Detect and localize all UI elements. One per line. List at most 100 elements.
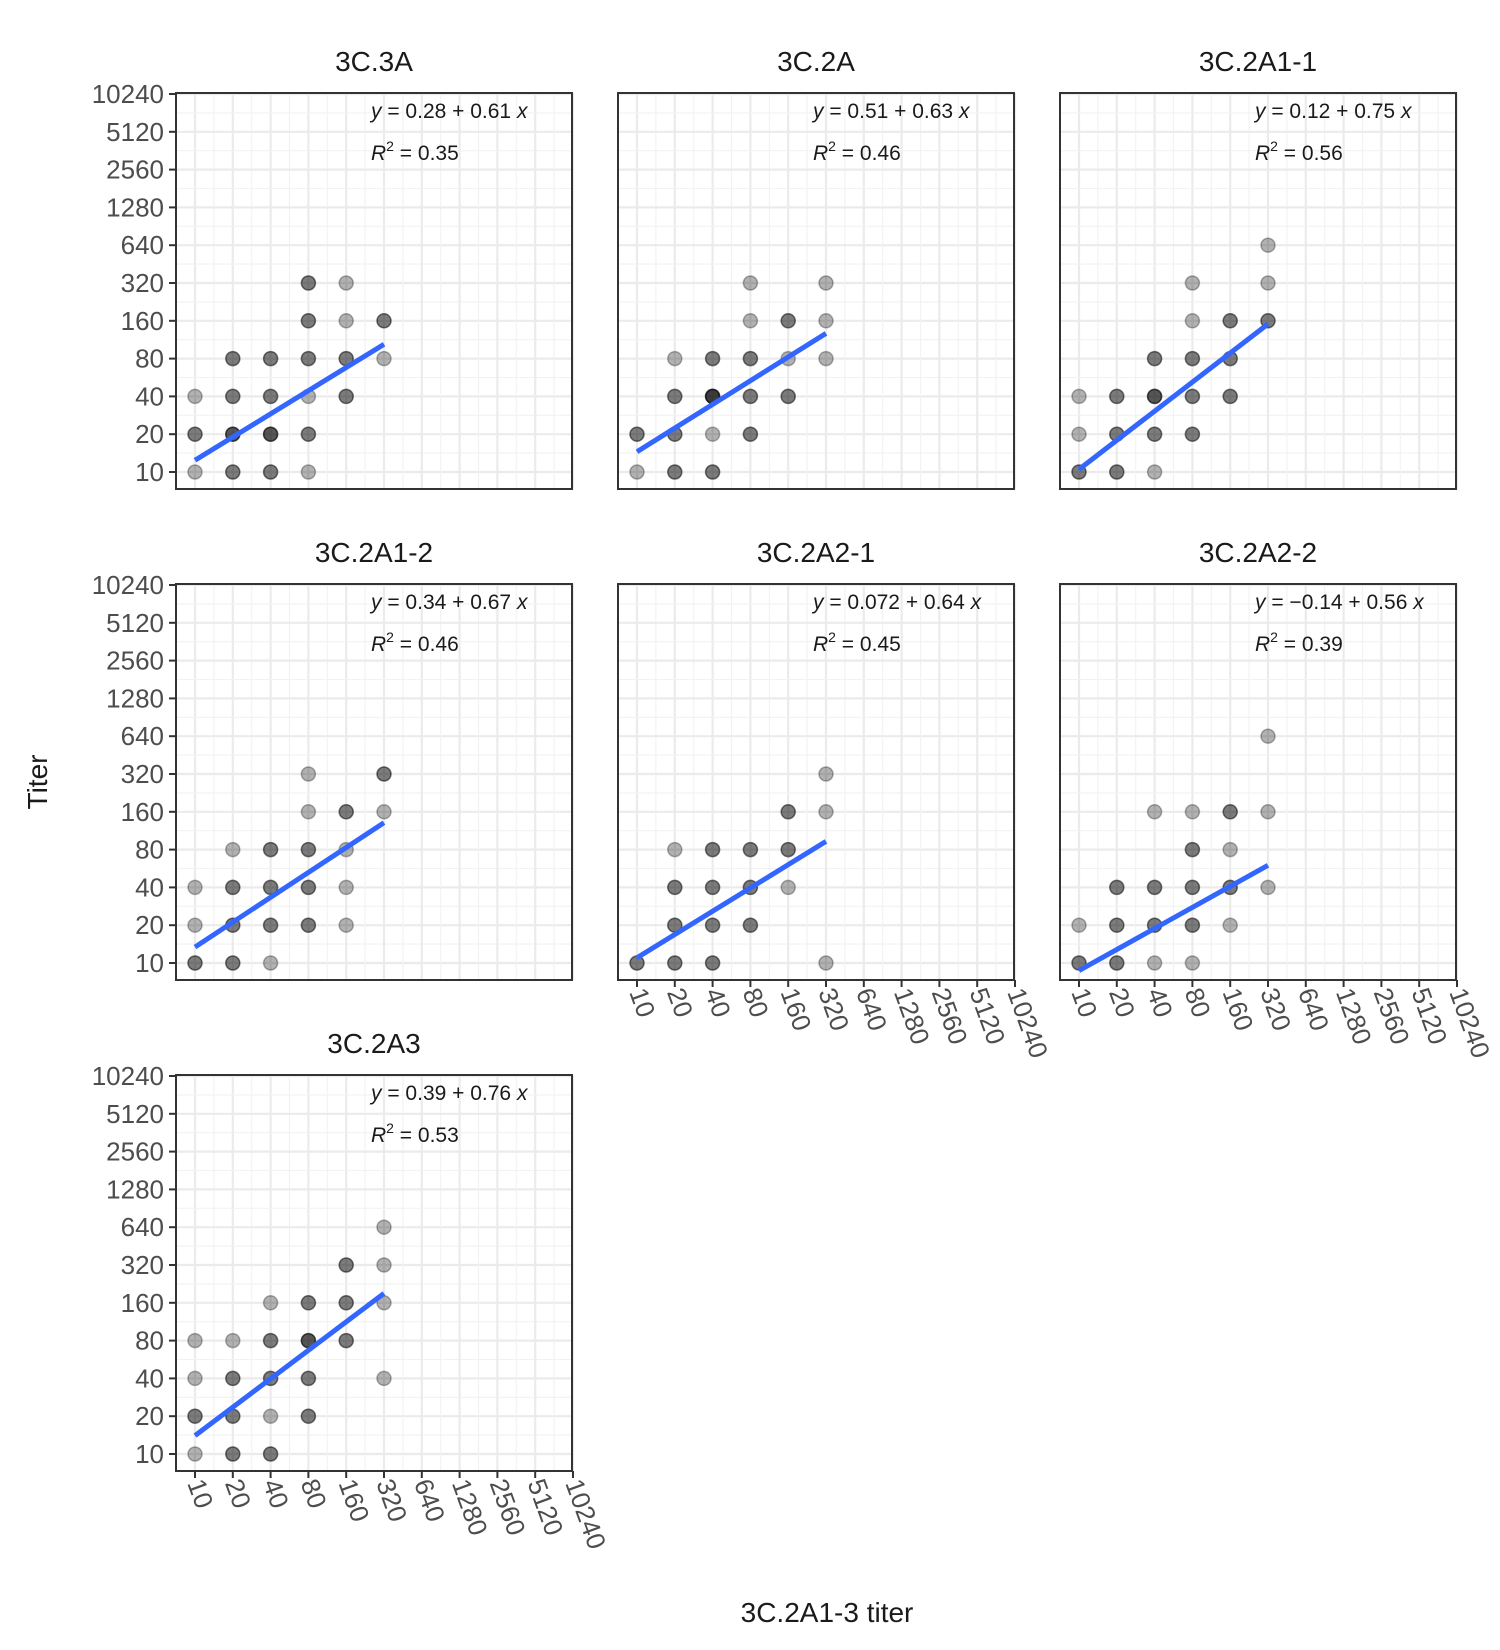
data-point [704,879,721,896]
data-point [780,388,796,405]
data-point [338,879,354,896]
data-point [300,426,317,442]
data-point [262,955,279,971]
fit-line [193,342,386,463]
y-tick-label: 320 [121,268,164,298]
data-point [1146,804,1163,820]
data-point [1260,728,1276,744]
data-point [225,350,241,367]
data-point [187,1408,203,1424]
y-tick-label: 80 [135,344,164,374]
data-point [262,426,279,442]
data-point [225,350,241,367]
y-tick-label: 2560 [106,1137,164,1167]
data-point [1222,804,1238,820]
y-tick-label: 40 [135,872,164,902]
panel-points [629,766,834,971]
data-point [667,955,683,971]
r-squared: R2 = 0.56 [1255,138,1343,165]
data-point [1184,388,1201,405]
fit-line [193,820,386,950]
data-point [1146,879,1163,896]
data-point [187,1446,203,1462]
data-point [1071,426,1087,442]
r-squared: R2 = 0.46 [813,138,901,165]
y-tick-label: 20 [135,1401,164,1431]
y-tick-label: 20 [135,419,164,449]
regression-equation: y = 0.28 + 0.61 x [369,100,529,123]
data-point [338,388,354,405]
panel-3c-2a3: 3C.2A3 y = 0.39 + 0.76 x R2 = 0.53 10 20 40 80… [92,1028,613,1553]
data-point [1109,879,1125,896]
panel-border [175,583,573,981]
y-axis: 10 20 40 80 160 320 640 1280 2560 5120 10240 [92,79,176,487]
y-tick-label: 160 [121,306,164,336]
fit-line [635,839,828,960]
data-point [1071,388,1087,405]
panel-border [1059,583,1457,981]
data-point [187,1332,203,1349]
y-tick-label: 10 [135,457,164,487]
data-point [667,879,683,896]
data-point [1071,917,1087,933]
data-point [262,1446,279,1462]
data-point [187,464,203,480]
data-point [1184,313,1201,329]
fit-line [1077,863,1270,973]
data-point [376,350,392,367]
data-point [742,388,759,405]
data-point [376,1370,392,1387]
data-point [742,275,759,291]
data-point [262,917,279,933]
panel-points [1071,237,1276,480]
y-tick-label: 5120 [106,608,164,638]
data-point [704,917,721,933]
y-tick-label: 320 [121,1250,164,1280]
r-squared: R2 = 0.45 [813,629,901,656]
y-tick-label: 10240 [92,570,164,600]
data-point [1222,388,1238,405]
panel-border [175,1074,573,1472]
panel-background [176,93,572,489]
data-point [667,464,683,480]
data-point [338,313,354,329]
data-point [300,275,317,291]
data-point [262,917,279,933]
data-point [338,1295,354,1311]
data-point [225,955,241,971]
data-point [300,841,317,858]
data-point [376,1219,392,1235]
panel-title: 3C.2A2-1 [757,537,875,568]
data-point [667,388,683,405]
data-point [187,388,203,405]
regression-equation: y = 0.12 + 0.75 x [1253,100,1413,123]
data-point [780,388,796,405]
data-point [300,275,317,291]
data-point [629,426,645,442]
data-point [780,804,796,820]
data-point [300,766,317,782]
data-point [187,917,203,933]
y-tick-label: 10240 [92,1061,164,1091]
data-point [376,313,392,329]
data-point [262,426,279,442]
data-point [300,350,317,367]
data-point [262,841,279,858]
y-tick-label: 10240 [92,79,164,109]
data-point [338,388,354,405]
y-tick-label: 80 [135,1326,164,1356]
data-point [300,841,317,858]
data-point [704,350,721,367]
data-point [780,804,796,820]
y-axis: 10 20 40 80 160 320 640 1280 2560 5120 10240 [92,1061,176,1469]
data-point [225,388,241,405]
data-point [225,388,241,405]
data-point [1184,879,1201,896]
data-point [742,917,759,933]
data-point [1184,841,1201,858]
data-point [300,1370,317,1387]
data-point [1184,841,1201,858]
data-point [300,464,317,480]
data-point [225,1332,241,1349]
panel-border [1059,92,1457,490]
